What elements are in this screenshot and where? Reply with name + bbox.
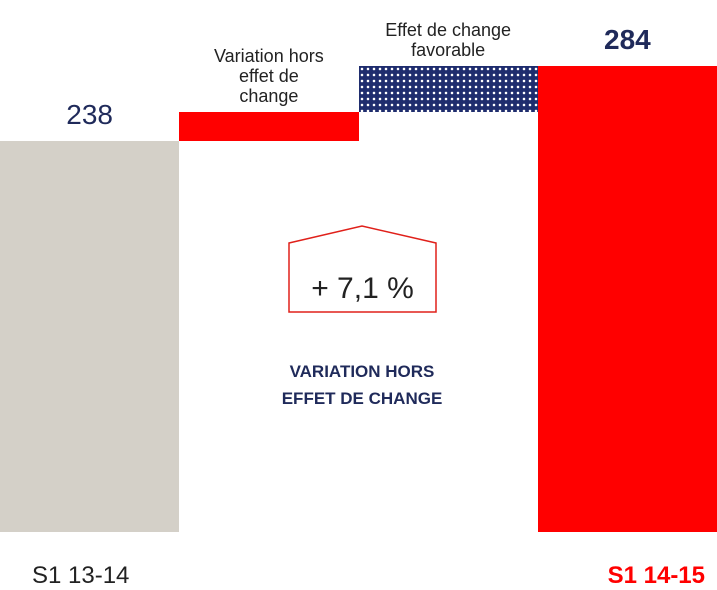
x-tick-label: S1 14-15 (607, 562, 705, 589)
annotation-value: + 7,1 % (311, 272, 414, 305)
annotation-caption: VARIATION HORS EFFET DE CHANGE (281, 362, 443, 408)
bar (358, 65, 538, 112)
bar-label: Variation hors effet de change (214, 45, 324, 106)
bar (537, 65, 717, 532)
house-shape (288, 225, 437, 313)
bar (179, 111, 359, 142)
x-tick-label: S1 13-14 (32, 562, 130, 589)
bar-label: Effet de change favorable (385, 19, 512, 60)
value-label: 238 (66, 99, 113, 131)
value-label: 284 (604, 23, 651, 55)
bar (0, 141, 180, 532)
